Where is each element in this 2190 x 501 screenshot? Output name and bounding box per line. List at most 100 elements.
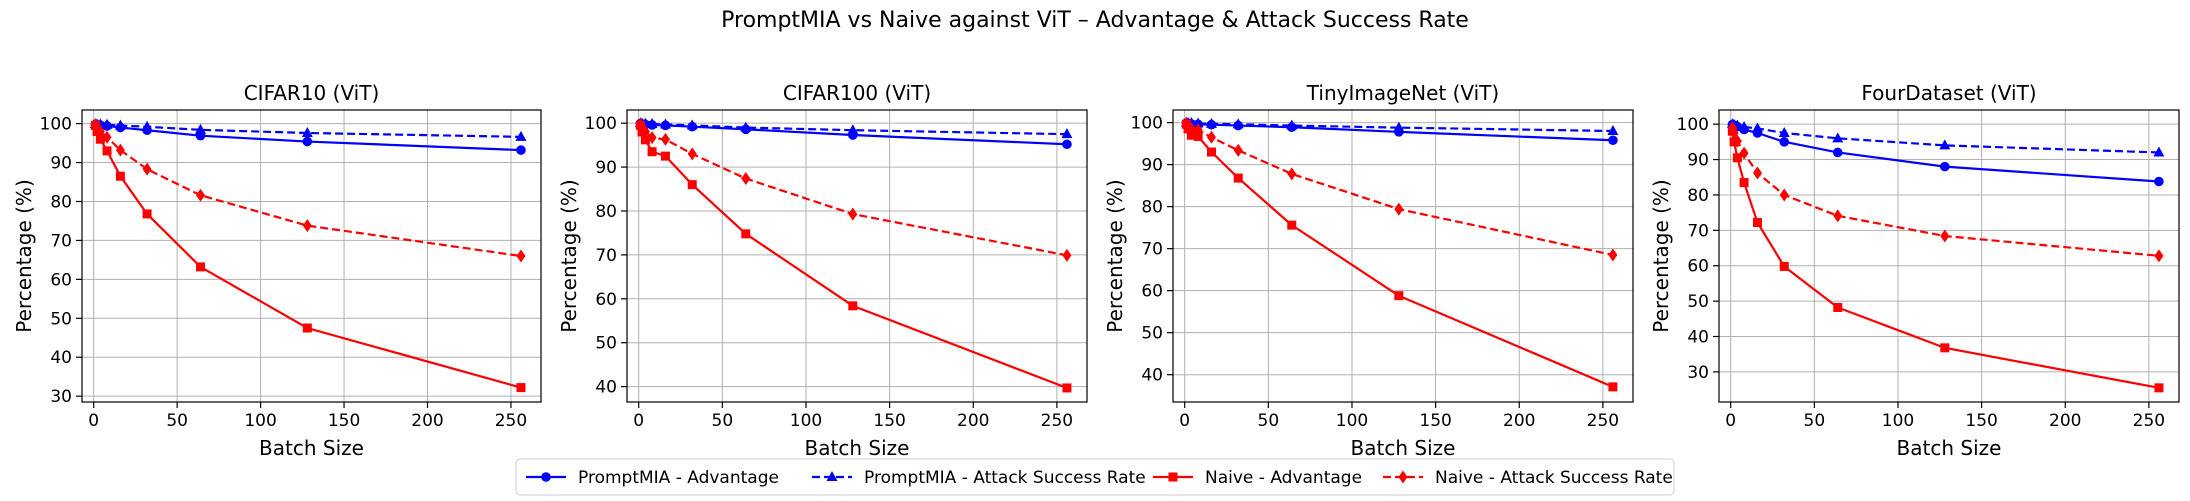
subplots: 0 50 100 150 200 250 30 40 50 60 70 80 90 100 CIFAR10 … [12,81,2180,460]
data-point [640,125,650,139]
x-tick-label: 100 [1336,411,1368,431]
legend-label: PromptMIA - Attack Success Rate [864,468,1146,488]
data-point [142,162,152,176]
data-point [95,124,105,138]
data-point [95,134,105,144]
y-tick-label: 60 [1141,282,1163,302]
series-circle [1727,119,2164,187]
subplot-title: TinyImageNet (ViT) [1306,81,1499,105]
data-point [1286,119,1298,130]
x-axis-label: Batch Size [805,436,910,460]
data-point [141,120,153,131]
data-point [1751,122,1763,133]
data-point [1232,118,1244,129]
data-point [142,209,152,219]
data-point [1287,167,1297,181]
y-tick-label: 100 [585,114,617,134]
data-point [640,135,650,145]
data-point [1607,125,1619,136]
data-point [1940,229,1950,243]
data-point [1779,261,1789,271]
subplot-title: CIFAR100 (ViT) [783,81,931,105]
legend-item: PromptMIA - Attack Success Rate [812,468,1146,488]
subplot-4: 0 50 100 150 200 250 30 40 50 60 70 80 90 100 FourData… [1649,81,2180,460]
gridlines [82,110,541,402]
data-point [301,126,313,137]
y-tick-label: 50 [50,309,72,329]
axes-frame [1718,109,2180,403]
data-point [1832,132,1844,143]
x-tick-label: 100 [790,411,822,431]
data-point [1394,202,1404,216]
data-point [1779,188,1789,202]
data-point [1940,343,1950,353]
x-tick-label: 50 [712,411,734,431]
data-point [660,151,670,161]
data-point [302,219,312,233]
x-tick-label: 0 [88,411,99,431]
data-point [195,123,207,134]
data-point [1393,121,1405,132]
y-tick-label: 100 [40,115,72,135]
subplot-1: 0 50 100 150 200 250 30 40 50 60 70 80 90 100 CIFAR10 … [12,81,542,460]
series-line [639,123,1068,257]
axes-frame [626,109,1088,403]
series-line [94,125,522,389]
data-point [1608,248,1618,262]
data-point [196,188,206,202]
y-tick-label: 70 [50,231,72,251]
legend-marker [1168,472,1178,482]
data-point [1062,383,1072,393]
x-tick-label: 250 [1041,411,1073,431]
data-point [1727,121,1737,135]
x-tick-label: 100 [244,411,276,431]
data-point [1752,166,1762,180]
series-diamond [1181,116,1618,262]
series-line [1731,123,2160,183]
data-point [1193,123,1203,137]
data-point [741,229,751,239]
x-tick-label: 200 [2049,411,2081,431]
y-tick-label: 60 [595,290,617,310]
y-tick-label: 70 [595,246,617,266]
axes-frame [1172,109,1634,403]
x-tick-label: 50 [166,411,188,431]
legend-box [515,458,1675,496]
x-tick-label: 150 [1419,411,1451,431]
data-point [1233,143,1243,157]
data-point [92,121,102,135]
x-tick-label: 150 [1965,411,1997,431]
data-point [1233,173,1243,183]
data-point [1206,130,1216,144]
series-diamond [90,118,526,263]
data-point [1287,220,1297,230]
data-point [114,119,126,130]
data-point [647,131,657,145]
legend-marker [826,471,838,481]
x-tick-label: 200 [957,411,989,431]
data-point [687,180,697,190]
data-point [1205,117,1217,128]
data-point [1192,117,1204,128]
y-tick-label: 100 [1677,115,1709,135]
data-point [1062,139,1072,150]
gridlines [1173,110,1633,402]
data-point [196,262,206,272]
x-tick-label: 150 [328,411,360,431]
data-point [686,119,698,130]
series-line [639,125,1068,389]
data-point [516,249,526,263]
y-tick-label: 100 [1131,114,1163,134]
data-point [1752,218,1762,228]
data-point [1732,153,1742,163]
series-diamond [635,117,1072,262]
y-tick-label: 50 [1687,292,1709,312]
data-point [647,147,657,157]
legend-marker [541,472,551,482]
x-tick-label: 150 [873,411,905,431]
series-diamond [1727,121,2164,263]
y-tick-label: 30 [1687,363,1709,383]
legend-label: Naive - Advantage [1205,468,1362,488]
y-tick-label: 90 [1141,156,1163,176]
legend-item: Naive - Advantage [1153,468,1362,488]
